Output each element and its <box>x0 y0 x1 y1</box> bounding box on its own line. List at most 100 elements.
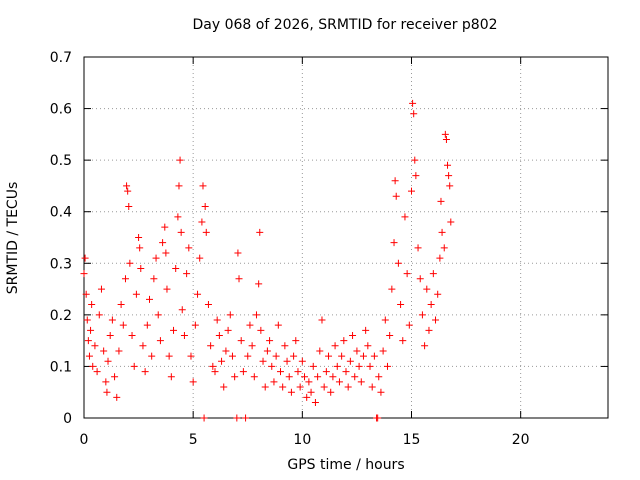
data-point <box>296 383 304 391</box>
grid-lines <box>84 57 608 418</box>
data-point <box>215 331 223 339</box>
data-point <box>141 368 149 376</box>
data-point <box>113 393 121 401</box>
data-point <box>290 352 298 360</box>
data-point <box>211 368 219 376</box>
data-point <box>163 285 171 293</box>
data-point <box>137 264 145 272</box>
data-point <box>279 383 287 391</box>
data-point <box>294 368 302 376</box>
data-point <box>115 347 123 355</box>
data-point <box>292 337 300 345</box>
data-point <box>175 182 183 190</box>
data-point <box>146 295 153 303</box>
data-point <box>368 383 376 391</box>
y-tick-label: 0.7 <box>50 50 72 66</box>
data-point <box>85 352 93 360</box>
data-point <box>405 321 413 329</box>
data-point <box>143 321 151 329</box>
data-point <box>201 203 209 211</box>
data-point <box>176 156 184 164</box>
data-point <box>283 357 291 365</box>
data-point <box>359 352 367 360</box>
data-point <box>204 301 212 309</box>
data-point <box>250 373 258 381</box>
data-point <box>342 368 350 376</box>
data-point <box>124 187 132 195</box>
data-point <box>128 331 136 339</box>
data-point <box>351 373 359 381</box>
data-point <box>150 275 158 283</box>
x-tick-label: 20 <box>512 432 530 448</box>
data-point <box>174 213 182 221</box>
data-point <box>411 156 419 164</box>
data-point <box>162 249 170 257</box>
data-point <box>318 316 326 324</box>
data-point <box>370 352 378 360</box>
data-point <box>202 228 210 236</box>
data-point <box>239 368 247 376</box>
data-point <box>248 342 256 350</box>
data-point <box>177 228 185 236</box>
data-point <box>287 388 295 396</box>
data-point <box>104 357 112 365</box>
data-point <box>189 378 197 386</box>
data-point <box>314 373 322 381</box>
data-point <box>338 352 346 360</box>
data-point <box>355 362 363 370</box>
data-point <box>447 218 455 226</box>
data-point <box>80 270 88 278</box>
data-point <box>180 331 188 339</box>
x-axis-label: GPS time / hours <box>287 457 405 473</box>
x-tick-label: 15 <box>403 432 421 448</box>
data-point <box>320 383 328 391</box>
data-point <box>93 368 101 376</box>
data-point <box>425 326 433 334</box>
data-point <box>346 357 354 365</box>
data-point <box>327 388 335 396</box>
data-point <box>394 259 402 267</box>
data-point <box>196 254 204 262</box>
data-point <box>111 373 119 381</box>
data-point <box>357 378 365 386</box>
data-point <box>259 357 267 365</box>
data-point <box>285 373 293 381</box>
data-point <box>261 383 269 391</box>
data-point <box>266 337 274 345</box>
data-point <box>386 331 394 339</box>
data-point <box>135 234 143 241</box>
data-point <box>410 110 418 118</box>
data-point <box>281 342 289 350</box>
data-point <box>130 362 138 370</box>
data-point <box>222 347 230 355</box>
data-point <box>108 316 116 324</box>
data-point <box>125 203 133 211</box>
data-point <box>403 270 411 278</box>
data-point <box>242 414 250 422</box>
x-tick-label: 0 <box>80 432 89 448</box>
data-point <box>165 352 173 360</box>
data-point <box>228 352 236 360</box>
y-tick-label: 0.6 <box>50 102 72 118</box>
data-point <box>307 388 315 396</box>
y-tick-label: 0.5 <box>50 153 72 169</box>
data-point <box>126 259 134 267</box>
data-point <box>401 213 409 221</box>
data-point <box>445 172 453 180</box>
data-point <box>194 290 202 298</box>
data-point <box>331 342 339 350</box>
data-point <box>349 331 357 339</box>
data-point <box>183 270 191 278</box>
data-point <box>234 249 242 257</box>
data-point <box>167 373 175 381</box>
data-point <box>119 321 127 329</box>
data-point <box>329 373 337 381</box>
data-point <box>200 414 208 422</box>
data-point <box>322 368 330 376</box>
data-point <box>83 316 91 324</box>
data-point <box>412 172 420 180</box>
data-point <box>263 347 271 355</box>
data-point <box>441 130 449 138</box>
data-point <box>84 337 92 345</box>
